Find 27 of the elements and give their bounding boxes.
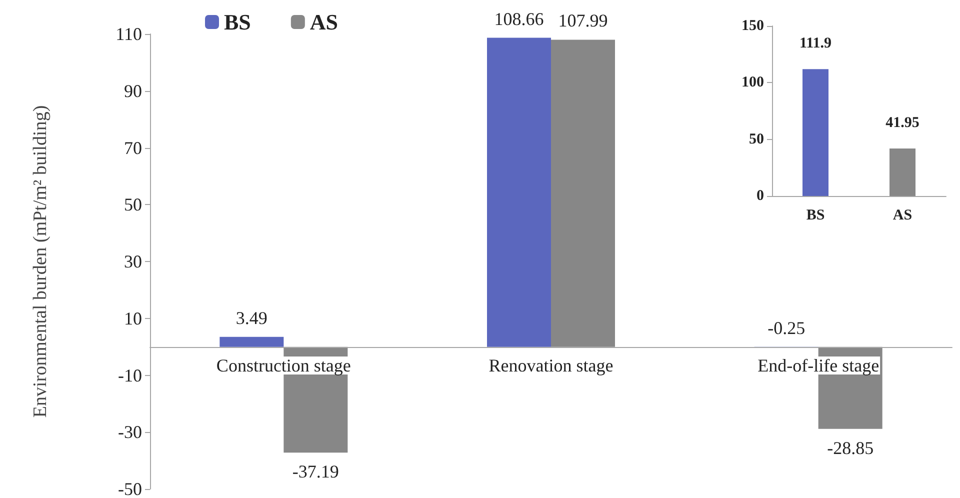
y-tick-label: 150 — [742, 18, 764, 34]
y-tick-label: 0 — [756, 188, 764, 204]
data-label: 3.49 — [236, 308, 268, 328]
x-tick-label: Construction stage — [216, 356, 351, 376]
y-tick-label: -50 — [118, 479, 142, 498]
y-tick-label: 90 — [124, 80, 142, 101]
y-tick-label: -10 — [118, 365, 142, 386]
y-tick-label: 50 — [749, 131, 764, 148]
data-label: -37.19 — [292, 462, 339, 482]
data-label: 41.95 — [886, 114, 920, 131]
y-tick-label: 110 — [116, 24, 142, 44]
x-tick-label: End-of-life stage — [758, 356, 880, 376]
y-tick-label: 100 — [742, 74, 764, 91]
data-label: -0.25 — [768, 318, 806, 338]
y-axis-title: Environmental burden (mPt/m² building) — [30, 105, 51, 418]
y-tick-label: 30 — [124, 252, 142, 272]
data-label: 107.99 — [558, 10, 608, 31]
legend-label: BS — [224, 10, 251, 34]
y-tick-label: -30 — [118, 422, 142, 442]
data-label: 108.66 — [494, 8, 544, 29]
x-tick-label: Renovation stage — [488, 356, 614, 376]
data-label: 111.9 — [799, 36, 832, 52]
data-label: -28.85 — [827, 438, 874, 458]
legend-label: AS — [310, 10, 338, 34]
y-tick-label: 70 — [124, 138, 142, 158]
y-tick-label: 50 — [124, 194, 142, 215]
y-tick-label: 10 — [124, 308, 142, 328]
